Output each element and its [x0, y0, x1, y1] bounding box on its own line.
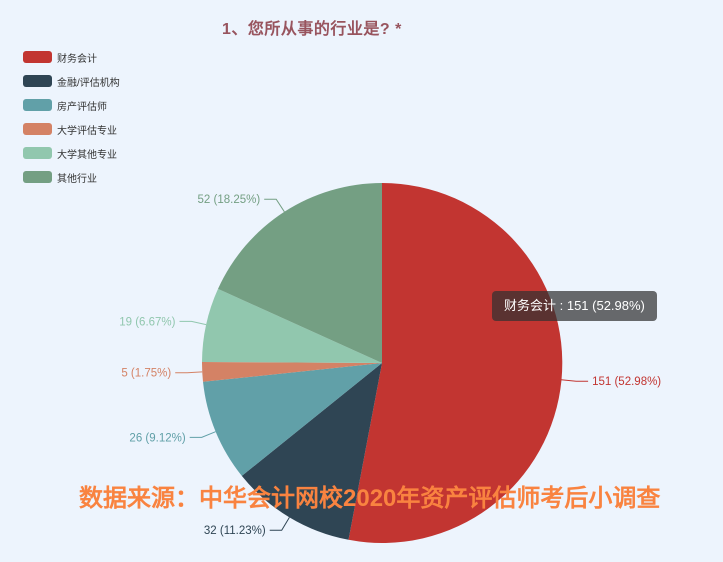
watermark-text: 数据来源：中华会计网校2020年资产评估师考后小调查	[79, 485, 661, 512]
label-line-4	[175, 371, 203, 374]
legend-label-3: 房产评估师	[57, 101, 107, 113]
label-line-2	[269, 517, 290, 531]
slice-label-3: 26 (9.12%)	[129, 432, 185, 444]
legend-label-2: 金融/评估机构	[57, 77, 120, 89]
pie-slice-5[interactable]	[202, 288, 382, 363]
slice-label-5: 19 (6.67%)	[119, 316, 175, 328]
pie-slice-2[interactable]	[241, 363, 382, 540]
pie-slice-4[interactable]	[201, 362, 382, 382]
legend-marker-2	[23, 75, 52, 87]
legend-label-1: 财务会计	[57, 53, 97, 65]
label-line-5	[179, 320, 207, 326]
pie-slice-6[interactable]	[218, 183, 382, 363]
legend-marker-1	[23, 51, 52, 63]
legend-label-6: 其他行业	[57, 173, 97, 185]
legend-item-6[interactable]: 其他行业	[23, 171, 120, 185]
legend-label-4: 大学评估专业	[57, 125, 117, 137]
tooltip: 财务会计 : 151 (52.98%)	[492, 291, 657, 321]
legend-marker-6	[23, 171, 52, 183]
legend-label-5: 大学其他专业	[57, 149, 117, 161]
legend-marker-4	[23, 123, 52, 135]
chart-title: 1、您所从事的行业是? *	[222, 21, 402, 38]
slice-label-6: 52 (18.25%)	[198, 194, 261, 206]
slice-label-4: 5 (1.75%)	[121, 368, 171, 380]
legend-item-3[interactable]: 房产评估师	[23, 99, 120, 113]
label-line-3	[189, 431, 216, 438]
slice-label-2: 32 (11.23%)	[204, 525, 266, 537]
pie-slice-3[interactable]	[203, 363, 382, 476]
tooltip-text: 财务会计 : 151 (52.98%)	[504, 298, 645, 313]
legend-item-1[interactable]: 财务会计	[23, 51, 120, 65]
pie-slice-1[interactable]	[348, 182, 563, 543]
legend-marker-5	[23, 147, 52, 159]
legend-marker-3	[23, 99, 52, 111]
label-line-1	[561, 379, 589, 382]
slice-label-1: 151 (52.98%)	[592, 376, 661, 388]
legend-item-5[interactable]: 大学其他专业	[23, 147, 120, 161]
legend: 财务会计金融/评估机构 房产评估师大学评估专业 大学其他专业 其他行业	[23, 51, 120, 185]
label-line-6	[264, 198, 285, 213]
legend-item-2[interactable]: 金融/评估机构	[23, 75, 120, 89]
legend-item-4[interactable]: 大学评估专业	[23, 123, 120, 137]
